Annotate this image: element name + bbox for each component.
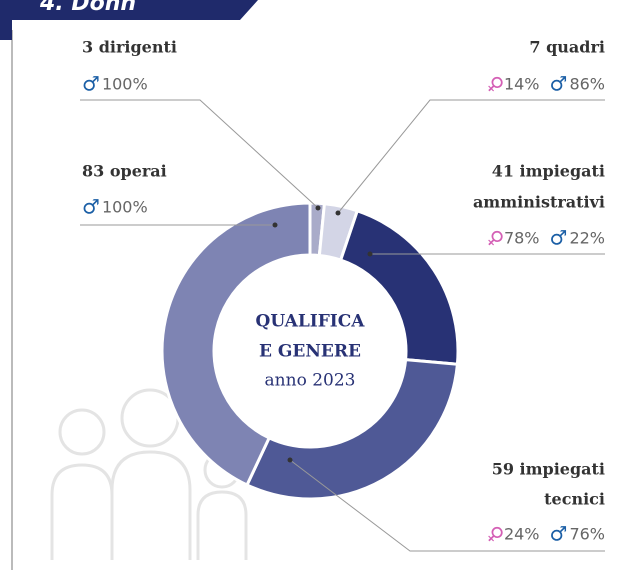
center-text: anno 2023 xyxy=(265,371,356,391)
leader-dot xyxy=(272,222,278,228)
gender-percent: 14% xyxy=(504,75,540,94)
gender-percent: 100% xyxy=(102,198,148,217)
gender-percent: 86% xyxy=(569,75,605,94)
leader-line xyxy=(80,99,319,209)
category-label: 41 impiegati xyxy=(492,162,605,181)
leader-line xyxy=(289,459,605,552)
gender-symbol: ♂ xyxy=(82,195,100,219)
gender-row: ♀78% ♂ 22% xyxy=(482,224,605,251)
category-label: 7 quadri xyxy=(529,38,605,57)
leader-dot xyxy=(315,205,321,211)
gender-symbol: ♂ xyxy=(550,522,568,546)
center-text: E GENERE xyxy=(259,342,361,362)
banner-title: 4. Donn xyxy=(39,0,136,16)
gender-percent: 78% xyxy=(504,229,540,248)
gender-percent: 22% xyxy=(569,229,605,248)
category-label: 83 operai xyxy=(82,162,167,181)
leader-dot xyxy=(367,251,373,257)
leader-dot xyxy=(287,457,293,463)
donut-segment xyxy=(245,357,460,501)
donut-segment xyxy=(160,201,312,487)
category-label: tecnici xyxy=(544,490,605,509)
gender-percent: 76% xyxy=(569,525,605,544)
banner xyxy=(0,0,258,40)
gender-row: ♂ 100% xyxy=(82,72,148,96)
leader-dot xyxy=(335,210,341,216)
gender-percent: 100% xyxy=(102,75,148,94)
category-label: amministrativi xyxy=(473,193,605,212)
gender-row: ♂ 100% xyxy=(82,195,148,219)
leader-line xyxy=(337,99,605,214)
gender-symbol: ♂ xyxy=(550,226,568,250)
gender-symbol: ♂ xyxy=(82,72,100,96)
gender-row: ♀24% ♂ 76% xyxy=(482,520,605,547)
category-label: 59 impiegati xyxy=(492,460,605,479)
gender-row: ♀14% ♂ 86% xyxy=(482,70,605,97)
center-text: QUALIFICA xyxy=(256,312,366,332)
category-label: 3 dirigenti xyxy=(82,38,177,57)
gender-percent: 24% xyxy=(504,525,540,544)
gender-symbol: ♂ xyxy=(550,72,568,96)
